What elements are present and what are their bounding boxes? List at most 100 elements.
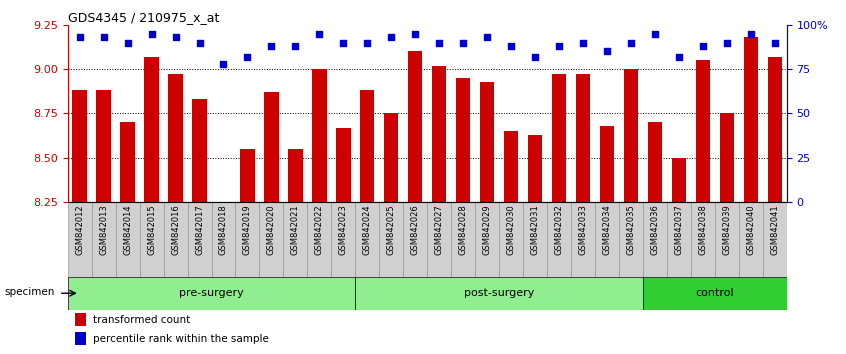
- Bar: [672, 158, 686, 202]
- Bar: [307, 202, 332, 277]
- Text: GSM842016: GSM842016: [171, 204, 180, 255]
- Bar: [480, 81, 494, 202]
- Bar: [145, 57, 159, 202]
- Text: GSM842036: GSM842036: [651, 204, 659, 255]
- Point: [73, 34, 86, 40]
- Bar: [192, 99, 206, 202]
- Bar: [720, 114, 734, 202]
- Text: GSM842020: GSM842020: [267, 204, 276, 255]
- Text: GSM842027: GSM842027: [435, 204, 443, 255]
- Point: [288, 43, 302, 49]
- Point: [240, 54, 254, 59]
- Bar: [475, 202, 499, 277]
- Text: control: control: [695, 288, 734, 298]
- Text: GSM842029: GSM842029: [483, 204, 492, 255]
- Bar: [408, 51, 422, 202]
- Bar: [188, 202, 212, 277]
- Text: GSM842035: GSM842035: [627, 204, 635, 255]
- Point: [552, 43, 566, 49]
- Point: [265, 43, 278, 49]
- Bar: [68, 202, 91, 277]
- Text: post-surgery: post-surgery: [464, 288, 535, 298]
- Text: GSM842033: GSM842033: [579, 204, 587, 255]
- Bar: [504, 131, 519, 202]
- Bar: [163, 202, 188, 277]
- Bar: [116, 202, 140, 277]
- Bar: [432, 65, 447, 202]
- Text: pre-surgery: pre-surgery: [179, 288, 244, 298]
- Bar: [235, 202, 260, 277]
- Bar: [739, 202, 763, 277]
- Bar: [600, 126, 614, 202]
- Point: [145, 31, 158, 36]
- Point: [360, 40, 374, 45]
- Point: [432, 40, 446, 45]
- Bar: [571, 202, 595, 277]
- Bar: [643, 277, 787, 309]
- Bar: [715, 202, 739, 277]
- Point: [384, 34, 398, 40]
- Bar: [384, 114, 398, 202]
- Point: [720, 40, 733, 45]
- Bar: [312, 69, 327, 202]
- Bar: [552, 74, 566, 202]
- Bar: [120, 122, 135, 202]
- Bar: [667, 202, 691, 277]
- Text: specimen: specimen: [4, 287, 55, 297]
- Bar: [456, 78, 470, 202]
- Bar: [576, 74, 591, 202]
- Text: GSM842037: GSM842037: [674, 204, 684, 255]
- Point: [576, 40, 590, 45]
- Bar: [624, 69, 638, 202]
- Text: GSM842040: GSM842040: [746, 204, 755, 255]
- Bar: [379, 202, 404, 277]
- Bar: [355, 202, 379, 277]
- Bar: [74, 313, 85, 326]
- Bar: [240, 149, 255, 202]
- Bar: [360, 90, 375, 202]
- Text: GSM842039: GSM842039: [722, 204, 731, 255]
- Text: GSM842026: GSM842026: [411, 204, 420, 255]
- Bar: [260, 202, 283, 277]
- Text: GSM842041: GSM842041: [771, 204, 779, 255]
- Text: GSM842014: GSM842014: [124, 204, 132, 255]
- Bar: [336, 128, 350, 202]
- Bar: [427, 202, 451, 277]
- Point: [744, 31, 758, 36]
- Point: [217, 61, 230, 67]
- Text: GSM842030: GSM842030: [507, 204, 515, 255]
- Point: [337, 40, 350, 45]
- Bar: [168, 74, 183, 202]
- Bar: [283, 202, 307, 277]
- Point: [768, 40, 782, 45]
- Point: [624, 40, 638, 45]
- Point: [696, 43, 710, 49]
- Point: [168, 34, 182, 40]
- Text: GSM842032: GSM842032: [555, 204, 563, 255]
- Bar: [74, 332, 85, 345]
- Text: GSM842018: GSM842018: [219, 204, 228, 255]
- Bar: [744, 37, 758, 202]
- Text: GSM842013: GSM842013: [99, 204, 108, 255]
- Point: [193, 40, 206, 45]
- Point: [121, 40, 135, 45]
- Bar: [619, 202, 643, 277]
- Text: GSM842023: GSM842023: [339, 204, 348, 255]
- Point: [96, 34, 110, 40]
- Bar: [73, 90, 87, 202]
- Bar: [763, 202, 787, 277]
- Text: GSM842034: GSM842034: [602, 204, 612, 255]
- Bar: [523, 202, 547, 277]
- Bar: [643, 202, 667, 277]
- Bar: [140, 202, 163, 277]
- Bar: [355, 277, 643, 309]
- Bar: [595, 202, 619, 277]
- Text: GSM842022: GSM842022: [315, 204, 324, 255]
- Bar: [96, 90, 111, 202]
- Text: percentile rank within the sample: percentile rank within the sample: [93, 334, 269, 344]
- Point: [457, 40, 470, 45]
- Bar: [499, 202, 523, 277]
- Text: GSM842028: GSM842028: [459, 204, 468, 255]
- Bar: [212, 202, 235, 277]
- Text: GSM842019: GSM842019: [243, 204, 252, 255]
